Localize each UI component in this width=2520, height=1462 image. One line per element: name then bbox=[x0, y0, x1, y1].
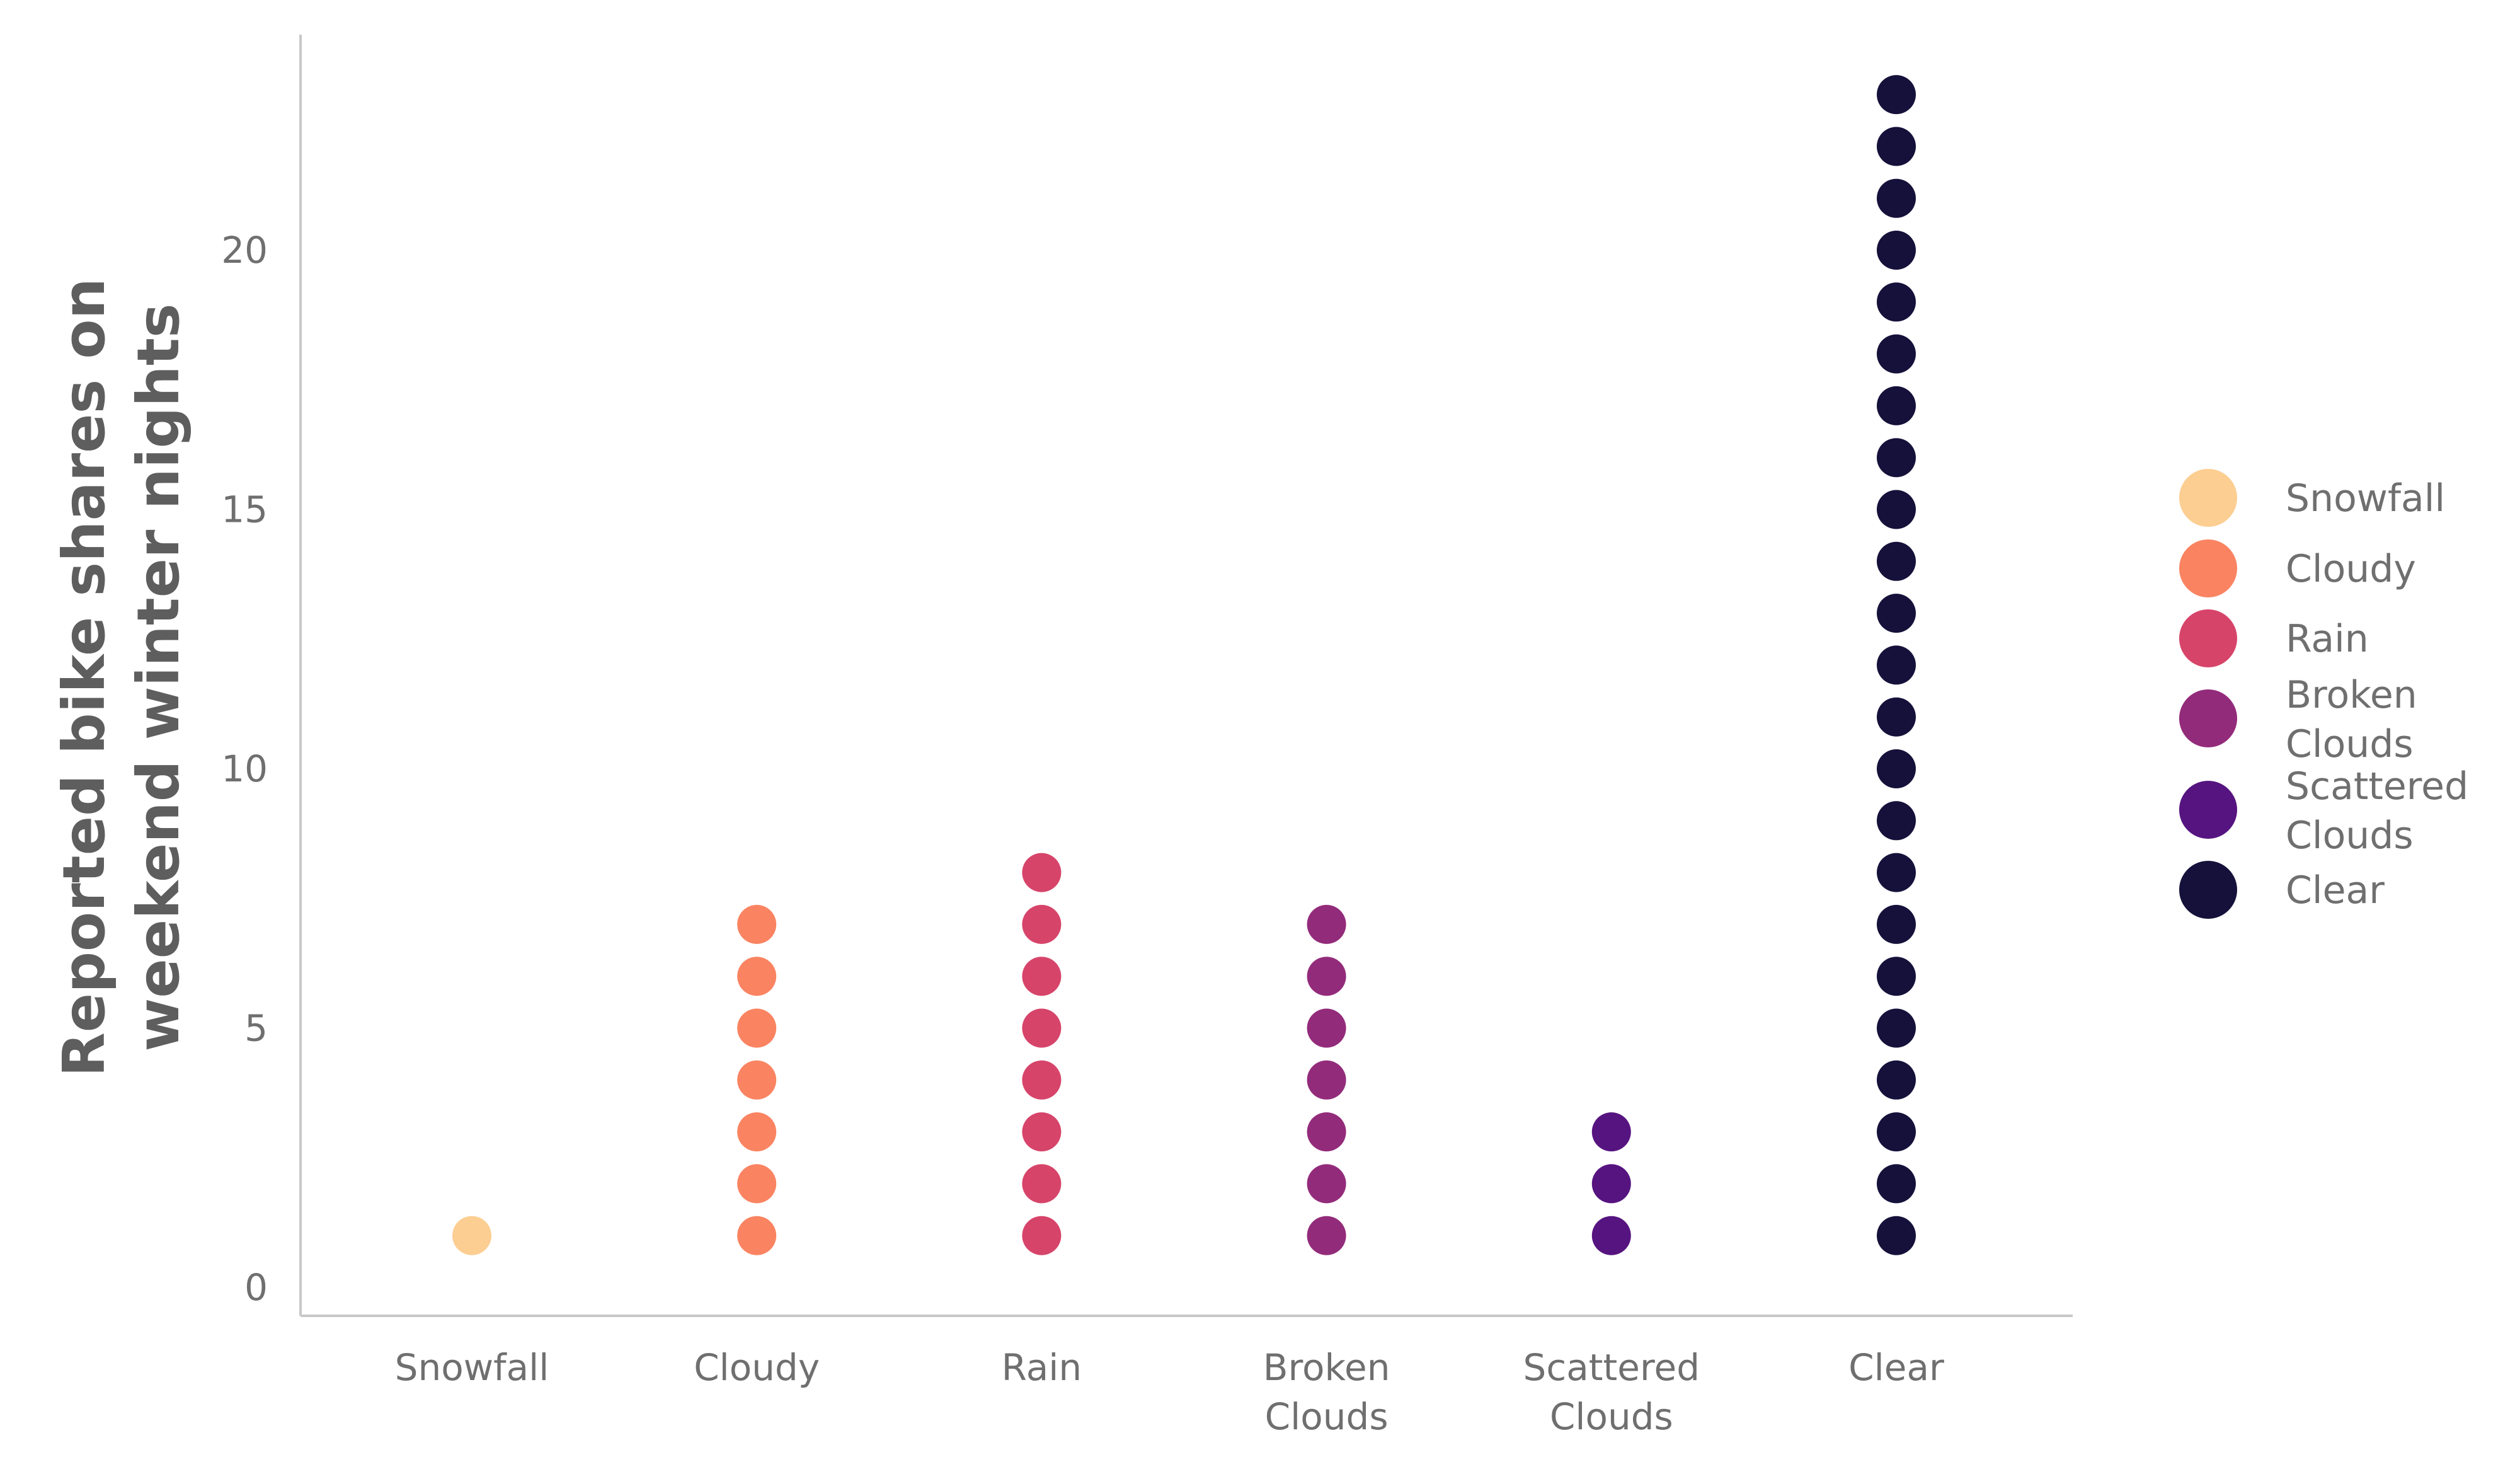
dot-broken-clouds bbox=[1307, 957, 1346, 996]
y-tick-label: 20 bbox=[221, 229, 268, 272]
y-tick-labels: 0 5 10 15 20 bbox=[221, 229, 268, 1309]
legend-swatch-clear bbox=[2179, 861, 2237, 919]
dot-broken-clouds bbox=[1307, 1112, 1346, 1152]
legend-swatch-scattered-clouds bbox=[2179, 781, 2237, 839]
dot-clear bbox=[1877, 1008, 1916, 1048]
dot-clear bbox=[1877, 282, 1916, 322]
x-tick-label-broken-clouds: Broken Clouds bbox=[1263, 1346, 1390, 1438]
dot-rain bbox=[1022, 1112, 1062, 1152]
dot-clear bbox=[1877, 127, 1916, 166]
x-tick-labels: Snowfall Cloudy Rain Broken Clouds Scattered C… bbox=[395, 1346, 1944, 1438]
dot-rain bbox=[1022, 1060, 1062, 1100]
x-tick-label-rain: Rain bbox=[1002, 1346, 1082, 1389]
dot-clear bbox=[1877, 541, 1916, 581]
dot-clear bbox=[1877, 594, 1916, 633]
dot-clear bbox=[1877, 490, 1916, 529]
dot-clear bbox=[1877, 178, 1916, 218]
dot-clear bbox=[1877, 853, 1916, 892]
dot-clear bbox=[1877, 1164, 1916, 1204]
dot-rain bbox=[1022, 904, 1062, 944]
dot-rain bbox=[1022, 1164, 1062, 1204]
dot-clear bbox=[1877, 801, 1916, 841]
dot-scattered-clouds bbox=[1591, 1216, 1631, 1255]
legend-label-rain: Rain bbox=[2286, 617, 2369, 661]
dot-cloudy bbox=[737, 1164, 777, 1204]
dot-clear bbox=[1877, 1216, 1916, 1255]
x-tick-label-snowfall: Snowfall bbox=[395, 1346, 549, 1389]
data-dots bbox=[452, 75, 1916, 1255]
dot-broken-clouds bbox=[1307, 1008, 1346, 1048]
legend-swatch-broken-clouds bbox=[2179, 689, 2237, 747]
y-tick-label: 5 bbox=[244, 1007, 268, 1050]
dot-clear bbox=[1877, 231, 1916, 270]
dot-clear bbox=[1877, 957, 1916, 996]
x-tick-label-clear: Clear bbox=[1848, 1346, 1944, 1389]
y-tick-label: 0 bbox=[244, 1266, 268, 1309]
dot-clear bbox=[1877, 438, 1916, 478]
dot-cloudy bbox=[737, 1112, 777, 1152]
dot-clear bbox=[1877, 334, 1916, 374]
dot-clear bbox=[1877, 1112, 1916, 1152]
dot-clear bbox=[1877, 904, 1916, 944]
dot-scattered-clouds bbox=[1591, 1164, 1631, 1204]
dot-clear bbox=[1877, 386, 1916, 425]
legend-swatch-rain bbox=[2179, 609, 2237, 667]
dot-broken-clouds bbox=[1307, 1216, 1346, 1255]
legend-swatch-cloudy bbox=[2179, 539, 2237, 597]
y-tick-label: 15 bbox=[221, 488, 268, 531]
dot-rain bbox=[1022, 853, 1062, 892]
legend-label-scattered-clouds: Scattered Clouds bbox=[2286, 764, 2468, 858]
dot-rain bbox=[1022, 1216, 1062, 1255]
dot-snowfall bbox=[452, 1216, 491, 1255]
dot-cloudy bbox=[737, 1216, 777, 1255]
dot-scattered-clouds bbox=[1591, 1112, 1631, 1152]
dot-cloudy bbox=[737, 904, 777, 944]
dot-clear bbox=[1877, 645, 1916, 685]
x-tick-label-scattered-clouds: Scattered Clouds bbox=[1523, 1346, 1700, 1438]
dot-rain bbox=[1022, 957, 1062, 996]
dot-broken-clouds bbox=[1307, 1060, 1346, 1100]
dot-broken-clouds bbox=[1307, 1164, 1346, 1204]
legend-swatch-snowfall bbox=[2179, 469, 2237, 527]
legend-label-broken-clouds: Broken Clouds bbox=[2286, 673, 2417, 766]
dot-broken-clouds bbox=[1307, 904, 1346, 944]
x-tick-label-cloudy: Cloudy bbox=[694, 1346, 820, 1389]
y-axis-title: Reported bike shares on weekend winter ni… bbox=[50, 278, 192, 1077]
dot-clear bbox=[1877, 75, 1916, 115]
dot-cloudy bbox=[737, 957, 777, 996]
dot-clear bbox=[1877, 1060, 1916, 1100]
y-tick-label: 10 bbox=[221, 747, 268, 790]
dot-rain bbox=[1022, 1008, 1062, 1048]
legend-label-snowfall: Snowfall bbox=[2286, 476, 2445, 521]
dot-cloudy bbox=[737, 1060, 777, 1100]
dot-cloudy bbox=[737, 1008, 777, 1048]
legend-label-cloudy: Cloudy bbox=[2286, 547, 2416, 591]
dot-clear bbox=[1877, 697, 1916, 737]
legend-label-clear: Clear bbox=[2286, 868, 2385, 912]
dot-clear bbox=[1877, 749, 1916, 788]
